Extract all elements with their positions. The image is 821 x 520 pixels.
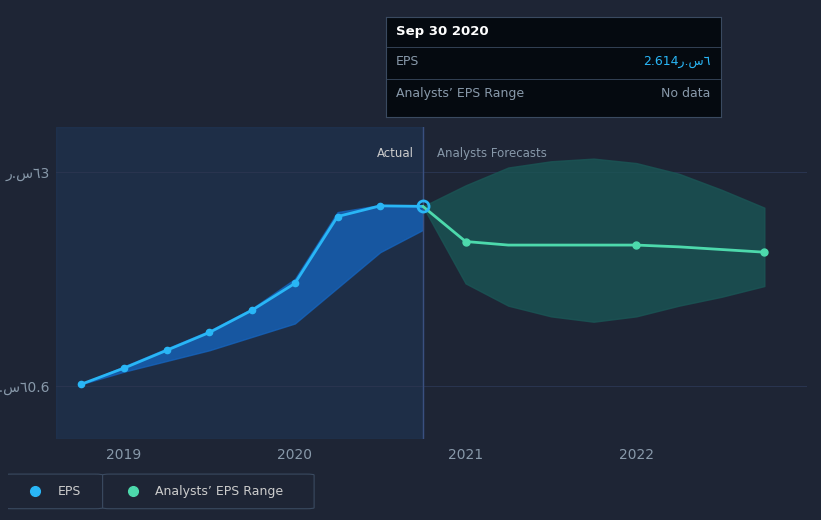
Text: Analysts’ EPS Range: Analysts’ EPS Range	[396, 87, 524, 100]
Text: Analysts’ EPS Range: Analysts’ EPS Range	[155, 485, 283, 498]
Text: Actual: Actual	[378, 147, 415, 160]
FancyBboxPatch shape	[4, 474, 103, 509]
Text: 2.614ر.س٦: 2.614ر.س٦	[644, 55, 711, 68]
Text: Analysts Forecasts: Analysts Forecasts	[437, 147, 547, 160]
Bar	[56, 127, 423, 439]
Text: EPS: EPS	[57, 485, 80, 498]
Text: Sep 30 2020: Sep 30 2020	[396, 25, 488, 38]
Text: No data: No data	[662, 87, 711, 100]
Text: EPS: EPS	[396, 55, 420, 68]
FancyBboxPatch shape	[103, 474, 314, 509]
